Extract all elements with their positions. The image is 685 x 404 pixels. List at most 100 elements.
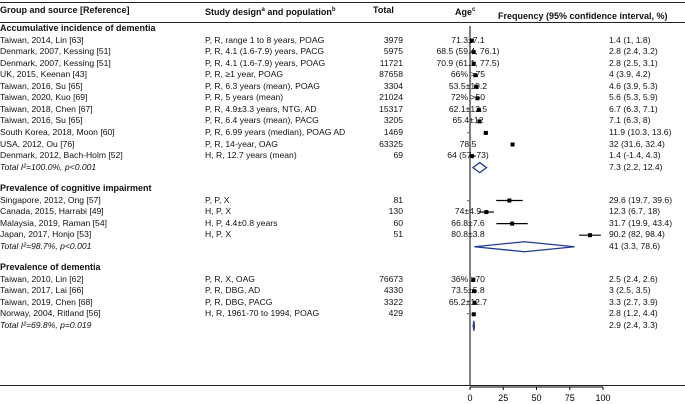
pooled-total-text: Total I²=69.8%, p=0.019 (0, 319, 92, 330)
study-design: H, P, X (205, 206, 232, 217)
effect-label: 7.1 (6.3, 8) (609, 115, 651, 126)
study-age: 71.3±7.1 (451, 34, 485, 45)
study-design: P, R, ≥1 year, POAG (205, 69, 284, 80)
study-total: 4330 (383, 285, 403, 296)
effect-label: 29.6 (19.7, 39.6) (609, 194, 673, 205)
effect-marker (471, 277, 476, 282)
x-tick-label: 0 (467, 393, 472, 403)
section-title: Prevalence of dementia (0, 262, 101, 273)
study-age: 53.5±19.2 (448, 80, 488, 91)
section-title: Accumulative incidence of dementia (0, 23, 156, 33)
effect-marker (510, 142, 515, 147)
effect-label: 5.6 (5.3, 5.9) (609, 92, 658, 103)
study-source: Taiwan, 2014, Lin [63] (0, 34, 84, 45)
effect-label: 1.4 (1, 1.8) (609, 34, 651, 45)
pooled-diamond (471, 161, 488, 174)
effect-label: 2.8 (2.5, 3.1) (609, 57, 658, 68)
effect-label: 4.6 (3.9, 5.3) (609, 80, 658, 91)
study-source: Singapore, 2012, Ong [57] (0, 194, 101, 205)
effect-label: 4 (3.9, 4.2) (609, 69, 651, 80)
study-design: P, R, 4.1 (1.6-7.9) years, POAG (205, 57, 326, 68)
study-age: 73.5±5.8 (451, 285, 485, 296)
study-age: 70.9 (61.1, 77.5) (436, 57, 500, 68)
study-source: Taiwan, 2017, Lai [66] (0, 285, 84, 296)
effect-marker (476, 107, 481, 112)
study-source: South Korea, 2018, Moon [60] (0, 126, 115, 137)
study-source: Denmark, 2012, Bach-Holm [52] (0, 150, 123, 161)
study-design: P, R, 6.99 years (median), POAG AD (205, 126, 346, 137)
effect-label: 32 (31.6, 32.4) (609, 138, 665, 149)
study-source: Denmark, 2007, Kessing [51] (0, 46, 111, 57)
study-source: Taiwan, 2016, Su [65] (0, 80, 83, 91)
effect-marker (469, 154, 474, 159)
study-total: 81 (393, 194, 403, 205)
bottom-rule (0, 385, 685, 386)
pooled-total-text: Total I²=98.7%, p<0.001 (0, 240, 92, 251)
x-tick-label: 100 (595, 393, 610, 403)
effect-marker (473, 73, 478, 78)
effect-marker (483, 130, 488, 135)
study-age: 80.8±3.8 (451, 229, 485, 240)
pooled-diamond (474, 241, 575, 253)
effect-marker (587, 233, 592, 238)
study-total: 1469 (383, 126, 403, 137)
effect-marker (469, 38, 474, 43)
study-age: 68.5 (59.4, 76.1) (436, 46, 500, 57)
x-tick-label: 75 (565, 393, 575, 403)
effect-marker (471, 61, 476, 66)
study-design: P, R, range 1 to 8 years, POAG (205, 34, 325, 45)
effect-marker (471, 289, 476, 294)
study-age: 78.5 (459, 138, 477, 149)
header-design: Study designa and populationb (205, 7, 336, 17)
study-age: 36% ≥70 (451, 273, 485, 284)
study-source: Canada, 2015, Harrabi [49] (0, 206, 104, 217)
section-title: Prevalence of cognitive impairment (0, 182, 152, 193)
study-design: P, R, 14-year, OAG (205, 138, 278, 149)
study-design: H, P, 4.4±0.8 years (205, 217, 278, 228)
effect-label: 2.8 (2.4, 3.2) (609, 46, 658, 57)
study-total: 51 (393, 229, 403, 240)
effect-marker (477, 119, 482, 124)
study-total: 130 (388, 206, 403, 217)
study-source: Taiwan, 2019, Chen [68] (0, 296, 93, 307)
header-total: Total (373, 5, 394, 15)
header-age: Agec (455, 7, 476, 17)
effect-label: 90.2 (82, 98.4) (609, 229, 665, 240)
top-rule (0, 2, 685, 3)
effect-label: 2.8 (1.2, 4.4) (609, 308, 658, 319)
study-total: 3205 (383, 115, 403, 126)
effect-marker (474, 84, 479, 89)
study-total: 60 (393, 217, 403, 228)
effect-label: 2.5 (2.4, 2.6) (609, 273, 658, 284)
study-source: Taiwan, 2018, Chen [67] (0, 103, 93, 114)
effect-label: 12.3 (6.7, 18) (609, 206, 661, 217)
x-tick-label: 50 (531, 393, 541, 403)
study-source: Norway, 2004, Ritland [56] (0, 308, 101, 319)
study-design: P, R, 6.3 years (mean), POAG (205, 80, 320, 91)
study-design: H, P, X (205, 229, 232, 240)
x-tick-label: 25 (498, 393, 508, 403)
pooled-effect-label: 7.3 (2.2, 12.4) (609, 161, 663, 172)
study-total: 63325 (379, 138, 403, 149)
pooled-effect-label: 41 (3.3, 78.6) (609, 240, 661, 251)
header-frequency: Frequency (95% confidence interval, %) (498, 11, 668, 21)
study-design: P, R, 4.9±3.3 years, NTG, AD (205, 103, 317, 114)
header-group: Group and source [Reference] (0, 5, 130, 15)
study-source: Taiwan, 2016, Su [65] (0, 115, 83, 126)
effect-marker (475, 96, 480, 101)
effect-marker (471, 50, 476, 55)
study-age: 66% >75 (450, 69, 486, 80)
study-design: P, R, X, OAG (205, 273, 255, 284)
study-source: Denmark, 2007, Kessing [51] (0, 57, 111, 68)
study-total: 3322 (383, 296, 403, 307)
study-age: 64 (57, 73) (447, 150, 489, 161)
study-total: 69 (393, 150, 403, 161)
effect-label: 3.3 (2.7, 3.9) (609, 296, 658, 307)
effect-marker (510, 221, 515, 226)
effect-label: 11.9 (10.3, 13.6) (609, 126, 672, 137)
study-age: 62.1±12.5 (448, 103, 488, 114)
study-source: UK, 2015, Keenan [43] (0, 69, 87, 80)
study-source: USA, 2012, Ou [76] (0, 138, 75, 149)
